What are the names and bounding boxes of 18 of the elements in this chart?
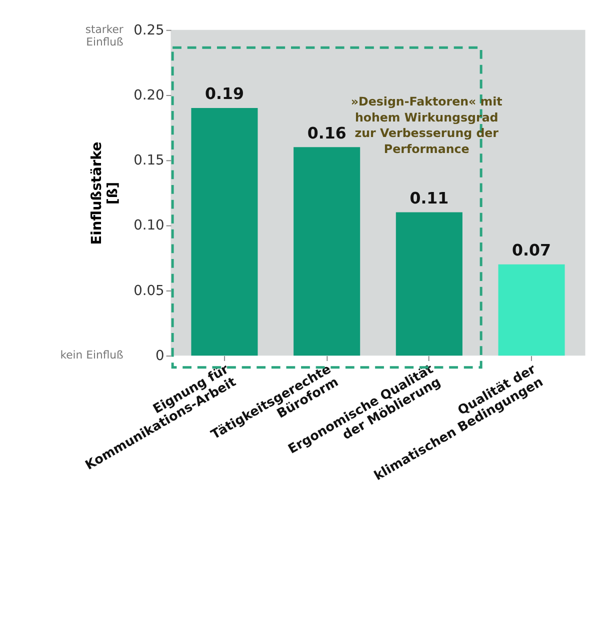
y-tick-label: 0.20 <box>134 87 164 104</box>
y-tick-label: 0.05 <box>134 282 164 299</box>
data-label: 0.11 <box>410 188 449 208</box>
bar <box>498 264 565 356</box>
bar <box>396 212 462 356</box>
data-label: 0.07 <box>512 240 551 260</box>
data-label: 0.16 <box>307 123 346 142</box>
y-tick-label: 0.15 <box>134 152 164 169</box>
text: starker Einfluß <box>85 22 124 49</box>
y-tick-label: 0 <box>156 348 164 364</box>
y-tick-label: 0.10 <box>134 218 164 234</box>
data-label: 0.19 <box>205 84 244 104</box>
y-axis-title: Einflußstärke [ß] <box>88 142 121 245</box>
y-tick-label: 0.25 <box>134 22 164 38</box>
bar <box>191 108 258 356</box>
text: kein Einfluß <box>60 348 124 362</box>
bar <box>294 147 360 356</box>
annotation: »Design-Faktoren« mit hohem Wirkungsgrad zur Verbesserung der Performance <box>350 94 503 156</box>
